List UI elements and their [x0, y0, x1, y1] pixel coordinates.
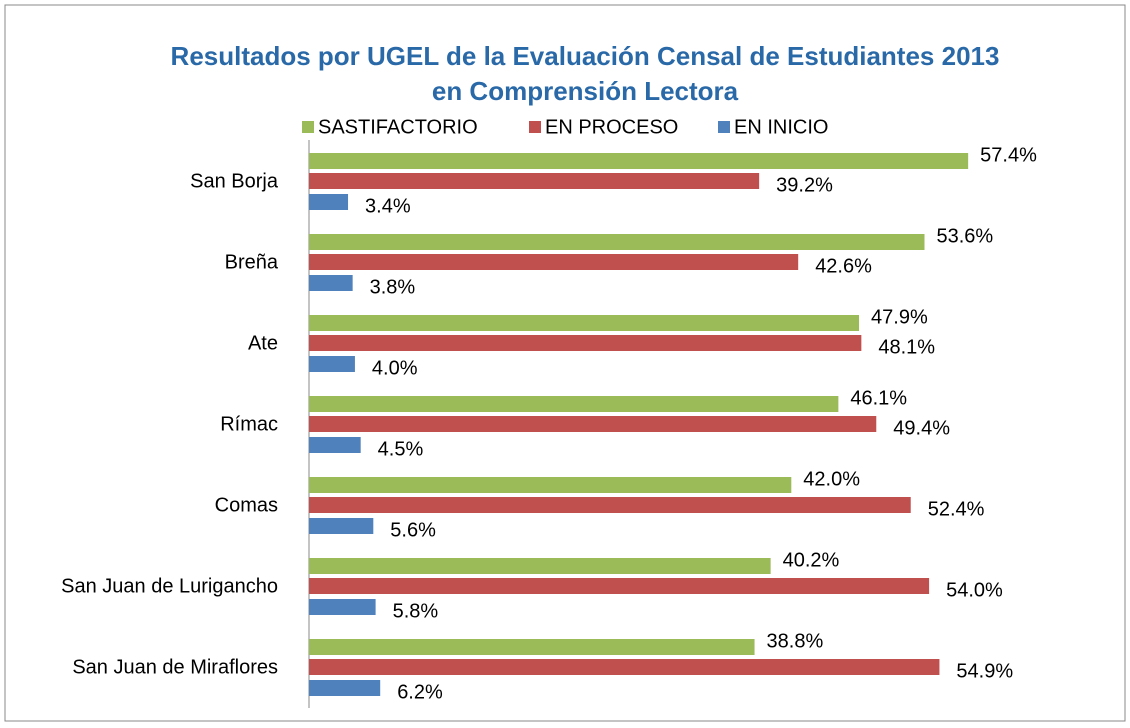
bar [309, 254, 799, 270]
y-tick-label: Ate [248, 332, 278, 354]
chart-title: en Comprensión Lectora [432, 76, 739, 106]
bar [309, 518, 374, 534]
data-label: 4.0% [372, 357, 418, 379]
legend-swatch [529, 121, 541, 133]
data-label: 4.5% [378, 438, 424, 460]
data-label: 5.6% [390, 519, 436, 541]
bar [309, 497, 911, 513]
bar [309, 173, 760, 189]
bar [309, 578, 930, 594]
data-label: 42.0% [803, 468, 860, 490]
data-label: 49.4% [893, 417, 950, 439]
data-label: 42.6% [815, 255, 872, 277]
bar [309, 680, 381, 696]
bar [309, 396, 839, 412]
legend-label: EN PROCESO [545, 116, 678, 138]
data-label: 3.8% [370, 276, 416, 298]
legend-swatch [302, 121, 314, 133]
y-tick-label: Comas [215, 494, 278, 516]
data-label: 5.8% [393, 600, 439, 622]
bar [309, 153, 969, 169]
bar [309, 639, 755, 655]
data-label: 53.6% [937, 225, 994, 247]
data-label: 6.2% [397, 681, 443, 703]
bar [309, 335, 862, 351]
data-label: 47.9% [871, 306, 928, 328]
bar [309, 416, 877, 432]
data-label: 39.2% [776, 174, 833, 196]
data-label: 54.0% [946, 579, 1003, 601]
data-label: 46.1% [850, 387, 907, 409]
bar [309, 437, 361, 453]
data-label: 52.4% [928, 498, 985, 520]
bar [309, 477, 792, 493]
y-tick-label: Rímac [220, 413, 278, 435]
y-tick-label: Breña [225, 251, 279, 273]
chart-border [4, 4, 1126, 722]
y-tick-label: San Borja [190, 170, 279, 192]
legend-label: SASTIFACTORIO [318, 116, 478, 138]
bar [309, 356, 355, 372]
legend-swatch [718, 121, 730, 133]
chart-title: Resultados por UGEL de la Evaluación Cen… [171, 41, 1000, 71]
data-label: 48.1% [878, 336, 935, 358]
bar [309, 275, 353, 291]
bar [309, 659, 940, 675]
data-label: 57.4% [980, 144, 1037, 166]
data-label: 54.9% [956, 660, 1013, 682]
y-tick-label: San Juan de Miraflores [72, 656, 278, 678]
data-label: 40.2% [783, 549, 840, 571]
bar [309, 234, 925, 250]
bar [309, 194, 349, 210]
y-tick-label: San Juan de Lurigancho [61, 575, 278, 597]
bar [309, 315, 860, 331]
data-label: 38.8% [767, 630, 824, 652]
bar [309, 558, 771, 574]
data-label: 3.4% [365, 195, 411, 217]
bar [309, 599, 376, 615]
legend-label: EN INICIO [734, 116, 828, 138]
